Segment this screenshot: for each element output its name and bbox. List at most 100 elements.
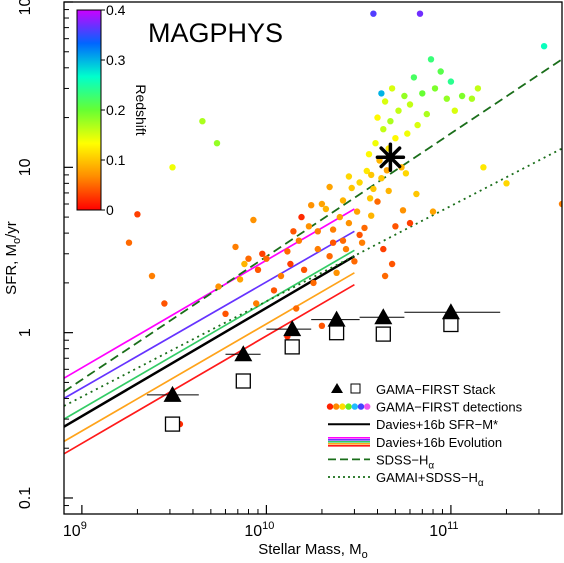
detection-point (333, 269, 340, 276)
detection-point (253, 300, 260, 307)
detection-point (310, 279, 317, 287)
detection-point (402, 170, 410, 177)
y-axis-label: SFR, Mo/yr (3, 221, 23, 295)
detection-point (345, 219, 353, 227)
colorbar (76, 9, 102, 211)
legend-entry-label: Davies+16b Evolution (376, 435, 502, 450)
detection-point (372, 140, 379, 147)
detection-point (342, 245, 350, 253)
stack-square (235, 373, 251, 389)
detection-point (345, 173, 353, 180)
x-tick-exp: 10 (262, 520, 274, 532)
detection-point (368, 171, 375, 179)
x-axis-label-sub: o (362, 549, 368, 561)
detection-point (378, 175, 385, 182)
legend-entry-label: GAMAI+SDSS−Hα (376, 470, 484, 489)
detection-point (125, 239, 133, 246)
y-tick-label: 10 (17, 158, 34, 176)
detection-point (263, 255, 270, 262)
detection-point (270, 287, 278, 294)
detection-point (388, 85, 396, 92)
detection-point (339, 197, 347, 204)
detection-point (381, 272, 389, 280)
detection-point (277, 272, 285, 280)
detection-point (322, 205, 330, 213)
relation-line (64, 208, 355, 379)
detection-point (366, 195, 374, 202)
stack-square (443, 316, 459, 333)
y-tick-label: 100 (17, 0, 34, 15)
detection-point (254, 266, 262, 273)
detection-point (388, 260, 396, 268)
detection-point (326, 253, 333, 260)
detection-point (329, 239, 337, 246)
stack-triangle (327, 310, 346, 327)
detection-point (419, 90, 426, 97)
detection-point (284, 248, 291, 255)
stack-triangle (441, 303, 460, 320)
legend-detection-dot (339, 403, 346, 410)
detection-point (215, 283, 222, 290)
detection-point (314, 245, 321, 253)
colorbar-label: Redshift (133, 84, 149, 135)
legend-entry-label: SDSS−Hα (376, 452, 434, 471)
relation-line (64, 147, 562, 407)
x-tick-label: 1011 (429, 520, 458, 540)
plot-frame (63, 1, 563, 515)
detection-point (374, 198, 381, 205)
detection-point (406, 219, 414, 227)
legend-detection-dot (357, 403, 365, 410)
x-axis-label: Stellar Mass, Mo (258, 541, 367, 561)
detection-point (423, 110, 430, 118)
y-tick-label: 1 (17, 328, 34, 337)
stack-triangle (234, 345, 253, 362)
detection-point (232, 243, 239, 251)
legend-entry-text: Davies+16b SFR−M* (376, 417, 498, 432)
colorbar-tick-label: 0.3 (106, 52, 126, 68)
stack-triangle (283, 320, 302, 337)
detection-point (416, 10, 424, 17)
legend-entry-text: GAMA−FIRST detections (376, 400, 523, 415)
stack-square (164, 416, 181, 432)
detection-point (429, 208, 437, 215)
legend-entry-text: GAMAI+SDSS−H (376, 470, 478, 485)
detection-point (295, 237, 303, 244)
detection-point (134, 211, 141, 218)
detection-point (374, 114, 381, 121)
star-arm (379, 146, 402, 169)
detection-point (293, 305, 300, 312)
detection-point (348, 184, 355, 192)
detection-point (414, 121, 421, 129)
detection-point (410, 74, 418, 81)
legend: GAMA−FIRST Stack GAMA−FIRST detections Dav… (326, 382, 523, 489)
detection-point (437, 68, 444, 75)
legend-detection-dot (351, 403, 358, 410)
stack-triangle (374, 308, 393, 325)
detection-point (148, 272, 156, 280)
legend-entry-label: Davies+16b SFR−M* (376, 417, 498, 432)
plot-area (64, 10, 562, 455)
stack-square (284, 339, 300, 355)
relation-line (64, 58, 562, 393)
detection-point (458, 92, 466, 100)
legend-detection-dot (345, 403, 352, 410)
legend-entry-sub: α (478, 478, 484, 489)
stack-square (328, 325, 345, 341)
detection-point (245, 255, 252, 262)
legend-entry-sub: α (428, 460, 434, 471)
detection-point (318, 200, 326, 208)
x-tick-exp: 9 (81, 520, 87, 532)
legend-entry-label: GAMA−FIRST Stack (376, 382, 496, 397)
detection-point (336, 213, 343, 221)
relation-line (64, 249, 355, 420)
detection-point (385, 187, 392, 195)
detection-point (413, 190, 420, 198)
y-axis-label-suffix: /yr (3, 221, 20, 238)
detection-point (383, 167, 391, 174)
detection-point (161, 300, 168, 307)
legend-detection-dot (326, 403, 334, 410)
detection-point (387, 118, 394, 125)
x-axis-label-main: Stellar Mass, M (258, 541, 361, 558)
detection-point (480, 164, 487, 171)
colorbar-tick-label: 0 (106, 202, 114, 218)
